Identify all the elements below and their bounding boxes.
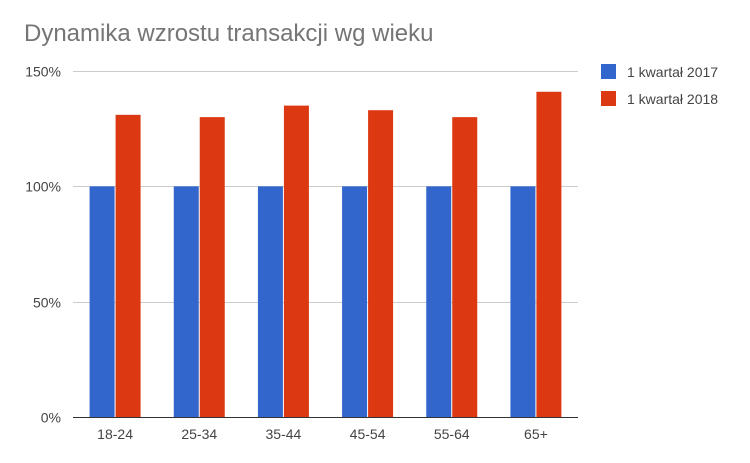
x-tick-label: 35-44 — [266, 426, 302, 442]
legend-label: 1 kwartał 2017 — [627, 64, 718, 80]
y-tick-label: 50% — [33, 295, 61, 311]
bar-2018-25-34 — [199, 117, 225, 417]
bar-2017-65+ — [510, 186, 536, 417]
bar-2017-45-54 — [342, 186, 368, 417]
gridlines — [73, 71, 578, 418]
x-tick-label: 45-54 — [350, 426, 386, 442]
y-tick-label: 150% — [25, 64, 61, 80]
bars — [73, 91, 578, 418]
legend: 1 kwartał 2017 1 kwartał 2018 — [601, 64, 718, 107]
x-axis-ticks: 18-24 25-34 35-44 45-54 55-64 65+ — [97, 426, 548, 442]
x-tick-label: 25-34 — [181, 426, 217, 442]
x-tick-label: 55-64 — [434, 426, 470, 442]
bar-2017-35-44 — [257, 186, 283, 417]
bar-2017-25-34 — [173, 186, 199, 417]
bar-2018-18-24 — [115, 114, 141, 418]
y-tick-label: 100% — [25, 179, 61, 195]
bar-2018-45-54 — [368, 110, 394, 418]
bar-2018-35-44 — [283, 105, 309, 417]
legend-swatch — [601, 91, 616, 106]
legend-label: 1 kwartał 2018 — [627, 91, 718, 107]
bar-2018-55-64 — [452, 117, 478, 417]
x-tick-label: 65+ — [524, 426, 548, 442]
bar-2018-65+ — [536, 91, 562, 417]
x-tick-label: 18-24 — [97, 426, 133, 442]
y-axis-ticks: 0% 50% 100% 150% — [25, 64, 61, 426]
bar-2017-18-24 — [89, 186, 115, 417]
y-tick-label: 0% — [41, 410, 61, 426]
chart-title: Dynamika wzrostu transakcji wg wieku — [24, 20, 434, 47]
bar-2017-55-64 — [426, 186, 452, 417]
legend-swatch — [601, 64, 616, 79]
